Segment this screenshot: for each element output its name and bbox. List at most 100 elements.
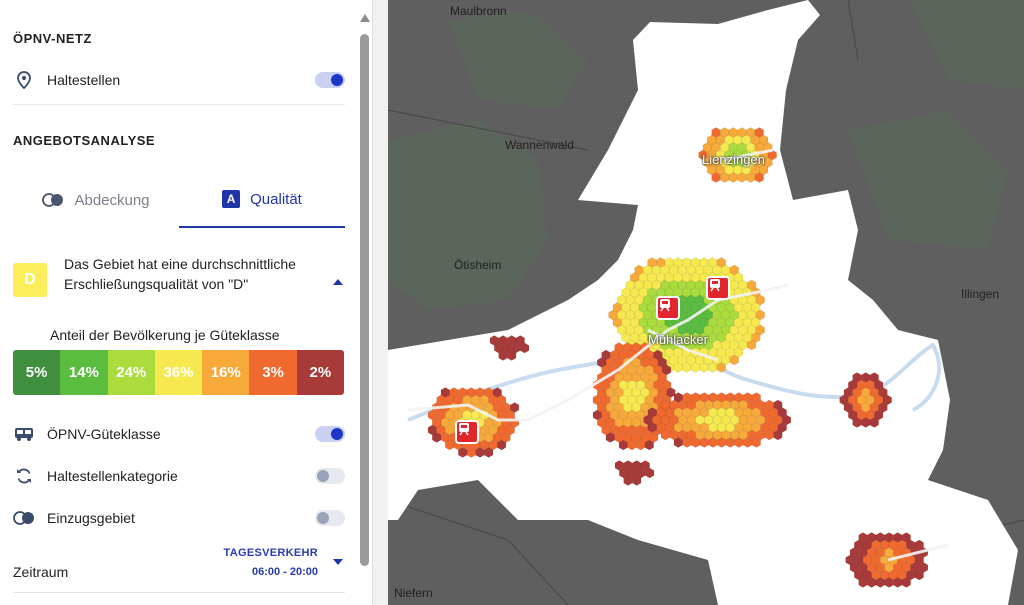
quality-hex: [914, 569, 924, 581]
quality-hex: [682, 362, 692, 373]
bus-icon: [13, 423, 35, 445]
quality-hex: [858, 577, 868, 588]
train-station-icon[interactable]: [706, 276, 730, 300]
share-segment: 24%: [107, 350, 155, 395]
quality-hex: [647, 422, 657, 433]
town-label: Lienzingen: [702, 152, 765, 167]
quality-hex: [728, 172, 738, 183]
quality-hex: [746, 339, 757, 351]
quality-hex: [893, 577, 903, 588]
quality-hex: [717, 437, 727, 448]
dropdown-caret-icon[interactable]: [333, 559, 343, 565]
share-segment: 5%: [13, 350, 61, 395]
quality-hex: [884, 577, 894, 588]
a-grade-icon: A: [222, 190, 241, 208]
quality-hex: [673, 437, 683, 448]
share-segment: 36%: [154, 350, 203, 395]
quality-hex: [869, 417, 879, 428]
rail-lines: [407, 148, 949, 562]
scroll-thumb[interactable]: [360, 34, 369, 566]
share-title: Anteil der Bevölkerung je Güteklasse: [50, 327, 280, 343]
tab-qualitaet-label: Qualität: [250, 190, 302, 208]
quality-hex: [720, 172, 730, 183]
quality-hex: [466, 447, 476, 458]
quality-hex: [746, 172, 756, 183]
quality-hex: [644, 439, 654, 451]
layer-haltestellenkategorie-label: Haltestellenkategorie: [47, 468, 178, 484]
network-section-title: ÖPNV-NETZ: [13, 31, 92, 46]
collapse-caret-icon[interactable]: [333, 279, 343, 285]
quality-hex: [773, 429, 783, 441]
layer-einzugsgebiet-row[interactable]: Einzugsgebiet: [13, 505, 345, 531]
tab-qualitaet[interactable]: A Qualität: [179, 172, 345, 228]
quality-hex: [711, 172, 721, 183]
quality-hex: [645, 467, 655, 479]
quality-hex: [627, 439, 637, 451]
quality-hex: [690, 362, 700, 373]
layer-gueteklasse-row[interactable]: ÖPNV-Güteklasse: [13, 421, 345, 447]
tab-abdeckung[interactable]: Abdeckung: [13, 172, 179, 228]
share-segment: 14%: [60, 350, 108, 395]
quality-hex: [699, 362, 709, 373]
zeitraum-mode[interactable]: TAGESVERKEHR: [223, 547, 318, 559]
quality-hex: [475, 447, 485, 458]
sidebar-scrollbar[interactable]: [358, 0, 372, 605]
train-station-icon[interactable]: [455, 420, 479, 444]
grade-badge: D: [13, 263, 47, 297]
coverage-icon: [13, 507, 35, 529]
analysis-section-title: ANGEBOTSANALYSE: [13, 133, 156, 148]
quality-hex: [432, 432, 442, 443]
share-segment: 2%: [296, 350, 344, 395]
layer-haltestellenkategorie-toggle[interactable]: [315, 468, 345, 484]
quality-hex: [751, 437, 761, 448]
share-segment: 3%: [249, 350, 297, 395]
layer-haltestellenkategorie-row[interactable]: Haltestellenkategorie: [13, 463, 345, 489]
quality-hex: [708, 437, 718, 448]
town-label: Wannenwald: [505, 138, 574, 152]
haltestellen-row[interactable]: Haltestellen: [13, 67, 345, 93]
analysis-tabs: Abdeckung A Qualität: [13, 172, 345, 228]
toggle-knob: [331, 74, 343, 86]
quality-hex: [632, 475, 642, 486]
town-label: Niefern: [394, 586, 433, 600]
quality-hex: [867, 577, 877, 588]
quality-share-bar: 5% 14% 24% 36% 16% 3% 2%: [13, 350, 344, 395]
time-slider-track[interactable]: [13, 592, 345, 605]
town-label: Mühlacker: [648, 332, 708, 347]
quality-hex: [743, 437, 753, 448]
location-pin-icon: [13, 69, 35, 91]
map-canvas: [388, 0, 1024, 605]
zeitraum-time[interactable]: 06:00 - 20:00: [251, 566, 318, 578]
toggle-knob: [317, 470, 329, 482]
quality-hex: [497, 439, 507, 451]
toggle-knob: [317, 512, 329, 524]
quality-hex: [520, 342, 530, 354]
divider: [13, 104, 345, 105]
train-station-icon[interactable]: [656, 296, 680, 320]
quality-hex: [660, 429, 670, 441]
town-label: Ötisheim: [454, 258, 502, 272]
sidebar: ÖPNV-NETZ Haltestellen ANGEBOTSANALYSE A…: [0, 0, 372, 605]
haltestellen-label: Haltestellen: [47, 72, 121, 88]
quality-hex: [445, 439, 455, 451]
toggle-knob: [331, 428, 343, 440]
grade-description: Das Gebiet hat eine durchschnittliche Er…: [64, 256, 296, 292]
tab-abdeckung-label: Abdeckung: [74, 191, 150, 209]
refresh-icon: [13, 465, 35, 487]
river: [407, 342, 942, 422]
sidebar-resize-edge[interactable]: [372, 0, 388, 605]
coverage-icon: [42, 193, 64, 207]
quality-hex: [901, 577, 911, 588]
scroll-up-icon[interactable]: [360, 14, 370, 22]
quality-hex: [875, 577, 885, 588]
layer-gueteklasse-toggle[interactable]: [315, 426, 345, 442]
quality-hex: [484, 447, 494, 458]
quality-hex: [725, 437, 735, 448]
quality-hex: [729, 354, 739, 366]
quality-hex: [734, 437, 744, 448]
haltestellen-toggle[interactable]: [315, 72, 345, 88]
quality-hex: [764, 429, 774, 441]
layer-einzugsgebiet-toggle[interactable]: [315, 510, 345, 526]
quality-hex: [708, 362, 718, 373]
map-view[interactable]: Maulbronn Wannenwald Lienzingen Ötisheim…: [388, 0, 1024, 605]
